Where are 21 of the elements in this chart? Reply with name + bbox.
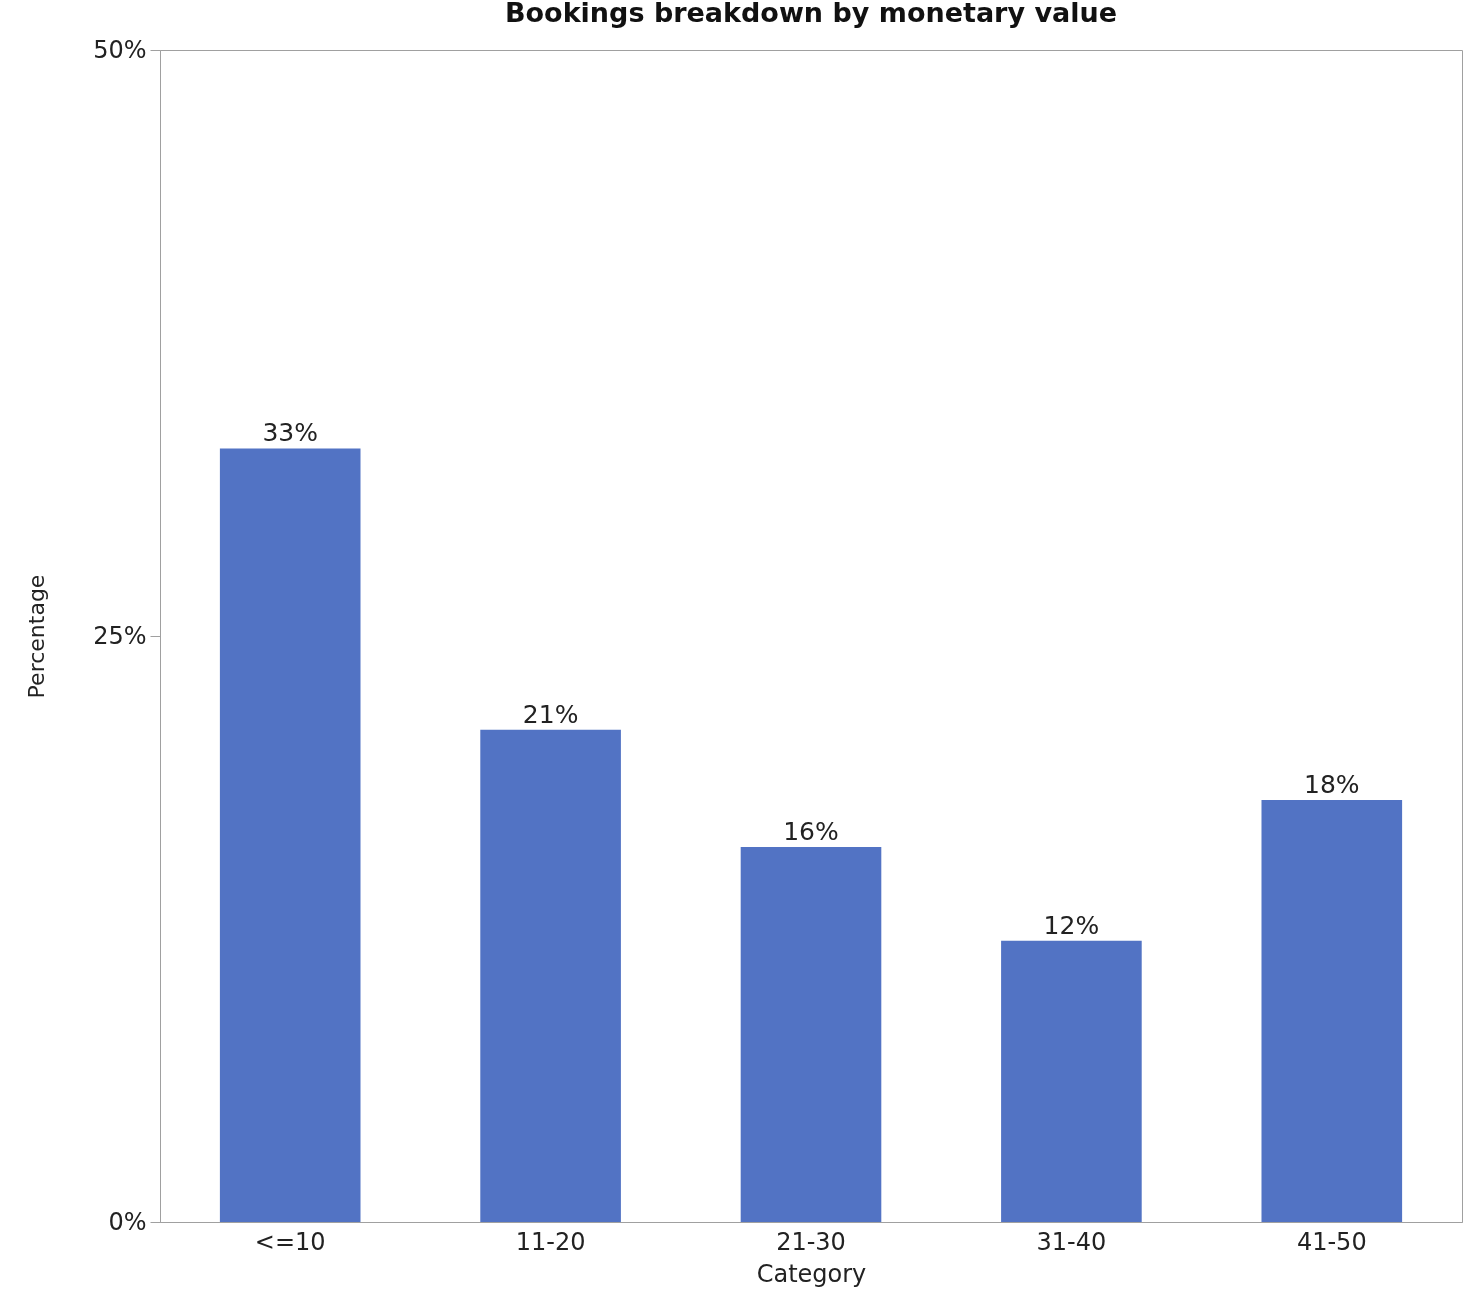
- y-tick-label: 25%: [93, 621, 147, 650]
- x-tick-label: 41-50: [1296, 1227, 1367, 1256]
- x-axis-title: Category: [756, 1259, 867, 1288]
- x-tick-label: 11-20: [515, 1227, 586, 1256]
- data-label: 33%: [262, 418, 318, 448]
- y-axis-title: Percentage: [24, 574, 50, 699]
- bar: [1001, 940, 1142, 1222]
- data-label: 21%: [522, 699, 579, 729]
- x-tick-label: <=10: [254, 1227, 326, 1256]
- bar: [480, 729, 621, 1222]
- data-label: 12%: [1043, 910, 1100, 940]
- data-label: 16%: [783, 816, 839, 846]
- y-tick-label: 0%: [108, 1207, 147, 1236]
- data-label: 18%: [1304, 770, 1360, 800]
- chart-title: Bookings breakdown by monetary value: [504, 0, 1118, 28]
- bar: [1261, 800, 1403, 1222]
- y-tick-label: 50%: [93, 35, 147, 64]
- bar: [740, 846, 882, 1222]
- x-tick-label: 31-40: [1036, 1227, 1107, 1256]
- x-tick-label: 21-30: [776, 1227, 846, 1256]
- bar: [219, 448, 361, 1222]
